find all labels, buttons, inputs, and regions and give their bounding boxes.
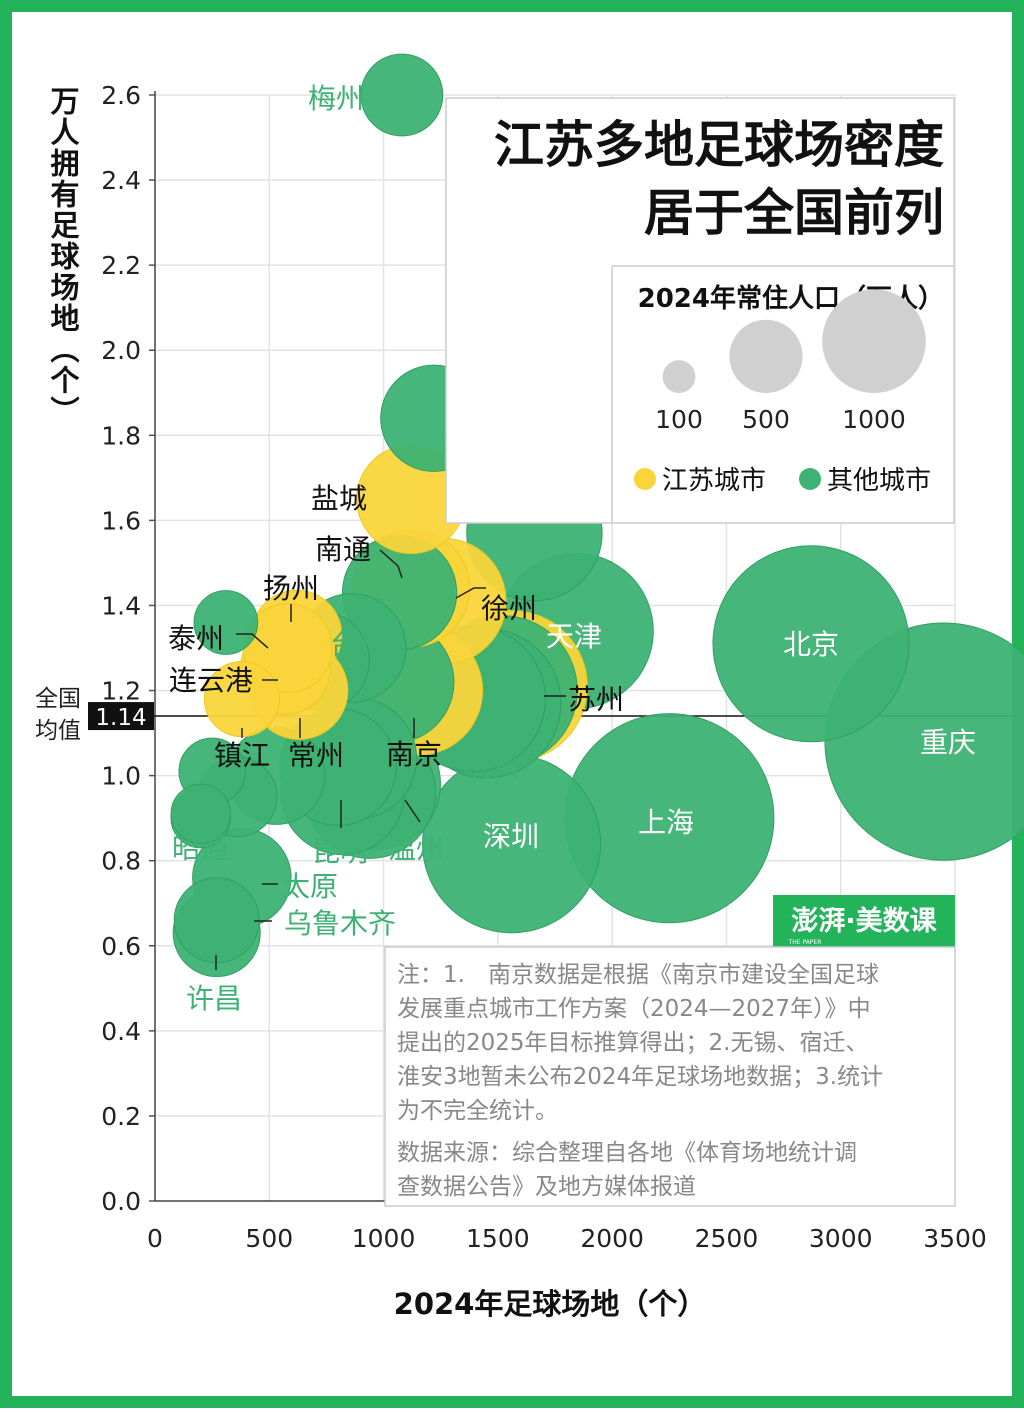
size-legend-label: 100 <box>655 405 703 434</box>
chart-title-line: 居于全国前列 <box>644 184 944 242</box>
tick-labels: 0.0 0.2 0.4 0.6 0.8 1.0 1.2 1.4 1.6 1.8 2.0 2.2 2.4 2… <box>101 81 987 1253</box>
city-label-天津: 天津 <box>546 620 602 653</box>
y-tick-label: 2.2 <box>101 251 141 280</box>
y-tick-label: 2.6 <box>101 81 141 110</box>
note-line: 注：1. 南京数据是根据《南京市建设全国足球 <box>397 962 879 988</box>
x-tick-label: 2000 <box>580 1224 644 1253</box>
y-tick-label: 2.4 <box>101 166 141 195</box>
color-legend-swatch <box>799 468 821 490</box>
city-label-连云港: 连云港 <box>169 664 253 697</box>
size-legend-bubble-500 <box>729 319 803 393</box>
leader-泰州 <box>236 633 269 649</box>
note-line: 提出的2025年目标推算得出；2.无锡、宿迁、 <box>397 1030 868 1056</box>
source-line: 数据来源：综合整理自各地《体育场地统计调 <box>397 1140 857 1166</box>
city-label-苏州: 苏州 <box>568 683 624 716</box>
color-legend-swatch <box>634 468 656 490</box>
x-tick-label: 1000 <box>352 1224 416 1253</box>
avg-value: 1.14 <box>95 705 146 731</box>
y-tick-label: 0.4 <box>101 1017 141 1046</box>
bubble-乌鲁木齐 <box>173 877 260 964</box>
size-legend-bubble-100 <box>662 360 696 393</box>
leader-徐州 <box>455 587 486 599</box>
y-tick-label: 0.0 <box>101 1187 141 1216</box>
size-legend-bubble-1000 <box>822 289 926 394</box>
city-label-南京: 南京 <box>386 738 442 771</box>
y-tick-label: 1.0 <box>101 762 141 791</box>
chart-title-line: 江苏多地足球场密度 <box>494 116 944 174</box>
city-label-昆明: 昆明 <box>312 835 368 868</box>
city-label-上海: 上海 <box>638 806 694 839</box>
city-label-镇江: 镇江 <box>214 739 270 772</box>
city-label-昭通: 昭通 <box>172 832 228 865</box>
x-tick-label: 3000 <box>809 1224 873 1253</box>
brand-name: 澎湃·美数课 <box>791 905 937 937</box>
bubble-北京 <box>712 545 910 743</box>
bubbles <box>170 53 1024 978</box>
avg-label-line: 全国 <box>35 686 81 712</box>
city-label-常州: 常州 <box>288 739 344 772</box>
x-axis-title: 2024年足球场地（个） <box>394 1287 707 1321</box>
city-label-乌鲁木齐: 乌鲁木齐 <box>284 907 396 940</box>
y-tick-label: 1.2 <box>101 677 141 706</box>
city-label-许昌: 许昌 <box>186 982 242 1015</box>
size-legend-label: 1000 <box>842 405 906 434</box>
brand-sub: THE PAPER <box>788 939 822 946</box>
x-tick-label: 0 <box>147 1224 163 1253</box>
city-label-太原: 太原 <box>282 870 338 903</box>
leader-温州 <box>404 799 421 823</box>
y-tick-label: 1.8 <box>101 421 141 450</box>
notes-box-frame <box>384 946 956 1207</box>
city-label-重庆: 重庆 <box>920 726 976 759</box>
bubble-梅州 <box>360 53 444 137</box>
leader-南通 <box>379 549 403 579</box>
x-tick-label: 1500 <box>466 1224 530 1253</box>
brand-badge <box>773 895 955 947</box>
y-tick-label: 2.0 <box>101 336 141 365</box>
bubble-昭通 <box>170 783 231 845</box>
city-label-北京: 北京 <box>783 628 839 661</box>
color-legend-label: 江苏城市 <box>662 466 766 496</box>
note-line: 发展重点城市工作方案（2024—2027年）》中 <box>397 996 871 1022</box>
axis-titles: 2024年足球场地（个） 万人拥有足球场地（个） <box>46 86 706 1321</box>
city-label-扬州: 扬州 <box>263 572 319 605</box>
city-label-南通: 南通 <box>315 533 371 566</box>
y-axis-title: 万人拥有足球场地（个） <box>46 86 80 427</box>
note-line: 为不完全统计。 <box>397 1098 558 1124</box>
source-line: 查数据公告》及地方媒体报道 <box>397 1174 696 1200</box>
city-label-杭州: 杭州 <box>463 750 519 783</box>
y-tick-label: 1.6 <box>101 506 141 535</box>
y-tick-label: 0.2 <box>101 1102 141 1131</box>
avg-label-line: 均值 <box>35 718 81 744</box>
city-label-台州: 台州 <box>330 628 386 661</box>
avg-value-box <box>88 702 154 731</box>
y-tick-label: 0.8 <box>101 847 141 876</box>
city-label-梅州: 梅州 <box>308 82 364 115</box>
size-legend-label: 500 <box>742 405 790 434</box>
city-label-泰州: 泰州 <box>168 622 224 655</box>
note-line: 淮安3地暂未公布2024年足球场地数据；3.统计 <box>397 1064 883 1090</box>
x-tick-label: 500 <box>245 1224 293 1253</box>
x-tick-label: 3500 <box>923 1224 987 1253</box>
city-label-深圳: 深圳 <box>483 820 539 853</box>
bubble-city-0 <box>193 590 259 655</box>
city-label-盐城: 盐城 <box>311 482 367 515</box>
y-tick-label: 1.4 <box>101 591 141 620</box>
notes-box: 澎湃·美数课 THE PAPER 注：1. 南京数据是根据《南京市建设全国足球发展重… <box>384 895 956 1207</box>
label-leaders <box>215 549 566 970</box>
color-legend-label: 其他城市 <box>827 466 931 496</box>
city-label-温州: 温州 <box>388 832 444 865</box>
x-tick-label: 2500 <box>695 1224 759 1253</box>
y-tick-label: 0.6 <box>101 932 141 961</box>
city-label-徐州: 徐州 <box>481 592 537 625</box>
